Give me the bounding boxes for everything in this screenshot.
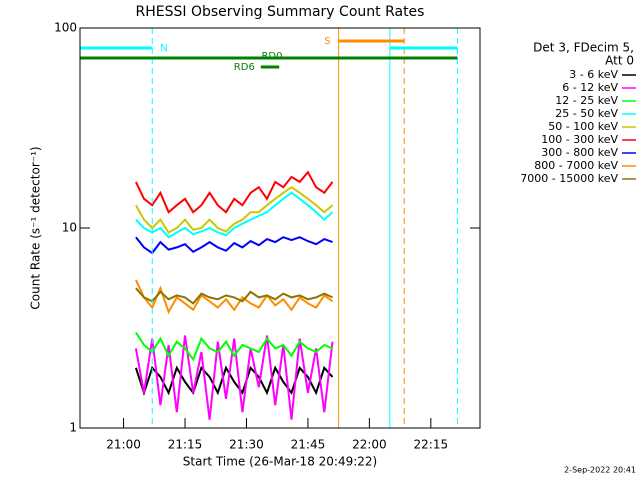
legend-label: 3 - 6 keV: [569, 68, 618, 81]
y-tick-label: 1: [69, 421, 77, 435]
footer: 2-Sep-2022 20:41: [564, 466, 636, 475]
data-line: [135, 191, 334, 239]
legend-label: 12 - 25 keV: [555, 94, 618, 107]
data-line: [135, 287, 333, 305]
x-axis-label: Start Time (26-Mar-18 20:49:22): [183, 455, 377, 469]
data-line: [135, 332, 333, 362]
chart-title: RHESSI Observing Summary Count Rates: [136, 4, 425, 20]
legend-label: 300 - 800 keV: [541, 146, 618, 159]
plot-frame: [79, 27, 481, 429]
plot-area: 1 10 100 21:00 21:15 21:30 21:45 22:00 22:15 N S RD…: [54, 21, 480, 452]
data-line: [134, 335, 334, 420]
data-line: [135, 236, 333, 255]
data-line: [134, 170, 334, 214]
data-line: [134, 279, 334, 315]
legend-label: 50 - 100 keV: [548, 120, 618, 133]
legend-title: Det 3, FDecim 5,: [533, 41, 634, 55]
x-tick-label: 21:00: [106, 438, 141, 452]
legend-label: 25 - 50 keV: [555, 107, 618, 120]
x-tick-label: 21:15: [168, 438, 203, 452]
status-label: RD0: [261, 51, 282, 62]
data-line: [135, 185, 334, 234]
x-tick-label: 22:15: [414, 438, 449, 452]
y-axis-label: Count Rate (s⁻¹ detector⁻¹): [29, 146, 43, 309]
data-line: [134, 365, 334, 397]
x-tick-label: 22:00: [352, 438, 387, 452]
legend-title: Att 0: [605, 54, 634, 68]
legend-label: 7000 - 15000 keV: [520, 172, 618, 185]
x-tick-label: 21:45: [291, 438, 326, 452]
y-tick-label: 10: [62, 221, 77, 235]
status-label: RD6: [234, 62, 255, 73]
x-tick-label: 21:30: [229, 438, 264, 452]
y-tick-label: 100: [54, 21, 77, 35]
status-label: N: [160, 43, 167, 54]
status-label: S: [324, 36, 330, 47]
legend-label: 6 - 12 keV: [562, 81, 618, 94]
legend-label: 100 - 300 keV: [541, 133, 618, 146]
legend-label: 800 - 7000 keV: [534, 159, 618, 172]
